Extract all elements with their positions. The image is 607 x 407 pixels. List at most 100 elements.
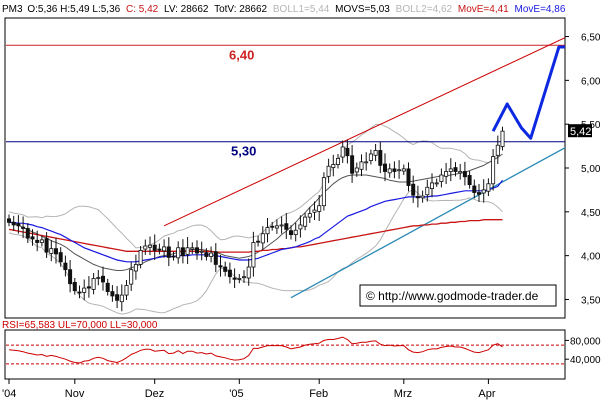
candle-body [279, 224, 284, 227]
candle-body [387, 168, 392, 174]
candle [223, 261, 228, 277]
candle [298, 215, 303, 238]
moving-average-blue [9, 179, 503, 263]
candle [415, 185, 420, 208]
rsi-line [8, 336, 503, 364]
candle [439, 168, 444, 188]
candle [82, 279, 87, 301]
candle-body [256, 240, 261, 243]
candle [190, 242, 195, 254]
time-axis: '04 Nov Dez '05 Feb Mrz Apr [2, 379, 496, 400]
candle-body [227, 269, 232, 278]
candle-body [382, 163, 387, 172]
candle-body [35, 239, 40, 243]
candle-body [251, 242, 256, 268]
candle-body [241, 276, 246, 279]
candle-body [298, 224, 303, 230]
time-tick-label: Nov [65, 388, 85, 400]
candle-body [444, 171, 449, 177]
candle [30, 229, 35, 246]
candle [204, 248, 209, 261]
candle-body [378, 150, 383, 166]
candle-body [429, 182, 434, 189]
candle-body [194, 247, 199, 254]
candle [39, 235, 44, 247]
candle-body [213, 251, 218, 265]
candle [359, 154, 364, 177]
candle [256, 235, 261, 247]
candle [44, 232, 49, 258]
candle-body [500, 130, 505, 147]
candle [274, 219, 279, 234]
time-tick-label: Dez [145, 388, 165, 400]
candle-body [274, 225, 279, 229]
candle-body [199, 250, 204, 253]
candle-body [63, 262, 68, 271]
candle-body [105, 282, 110, 292]
candle [162, 239, 167, 258]
candle [147, 236, 152, 256]
candle-body [82, 287, 87, 293]
candle [307, 207, 312, 223]
candle [462, 161, 467, 186]
candle [232, 268, 237, 288]
candle [378, 141, 383, 174]
candle-body [129, 269, 134, 285]
time-tick-label: Feb [309, 388, 328, 400]
header-symbol: PM3 [2, 4, 23, 15]
candle-body [265, 227, 270, 235]
candle [199, 241, 204, 261]
bollinger-lower-band [8, 188, 503, 315]
candle [77, 285, 82, 299]
candle-body [397, 169, 402, 172]
candle [406, 162, 411, 192]
candle [72, 277, 77, 295]
candle-body [39, 239, 44, 243]
candle-body [86, 286, 91, 289]
moving-averages [8, 179, 503, 263]
candle-body [481, 189, 486, 194]
candle-body [218, 265, 223, 268]
candle-body [307, 213, 312, 218]
candle [49, 240, 54, 262]
candle-body [209, 252, 214, 257]
candle [340, 140, 345, 163]
channel-upper-line [163, 37, 565, 227]
candle [387, 163, 392, 178]
candle-body [246, 266, 251, 279]
candle [129, 262, 134, 291]
candle-body [270, 225, 275, 228]
candle-body [303, 216, 308, 227]
candle [171, 251, 176, 261]
time-tick-label: '04 [2, 388, 16, 400]
candle [25, 223, 30, 244]
header-move-red: MovE=4,41 [458, 4, 509, 15]
candle [110, 285, 115, 302]
candle-body [420, 195, 425, 199]
candle-body [223, 266, 228, 272]
candle [115, 286, 120, 309]
candle [16, 215, 21, 234]
candle-body [476, 192, 481, 195]
candle-body [180, 247, 185, 257]
candle [63, 255, 68, 277]
candle [345, 139, 350, 164]
candle-body [110, 291, 115, 297]
bollinger-middle-line [8, 153, 503, 271]
time-tick-label: Apr [478, 388, 495, 400]
candle [68, 260, 73, 293]
candle [143, 239, 148, 255]
candle-body [54, 248, 59, 255]
candle [364, 152, 369, 171]
main-plot-area [6, 37, 565, 315]
candle-body [72, 281, 77, 292]
last-price-label: 5,42 [570, 126, 591, 138]
candle-body [44, 238, 49, 253]
time-tick-label: '05 [229, 388, 243, 400]
candle [458, 163, 463, 180]
candle [429, 173, 434, 198]
candle-body [345, 147, 350, 157]
candle-body [7, 218, 12, 223]
candle [124, 280, 129, 300]
